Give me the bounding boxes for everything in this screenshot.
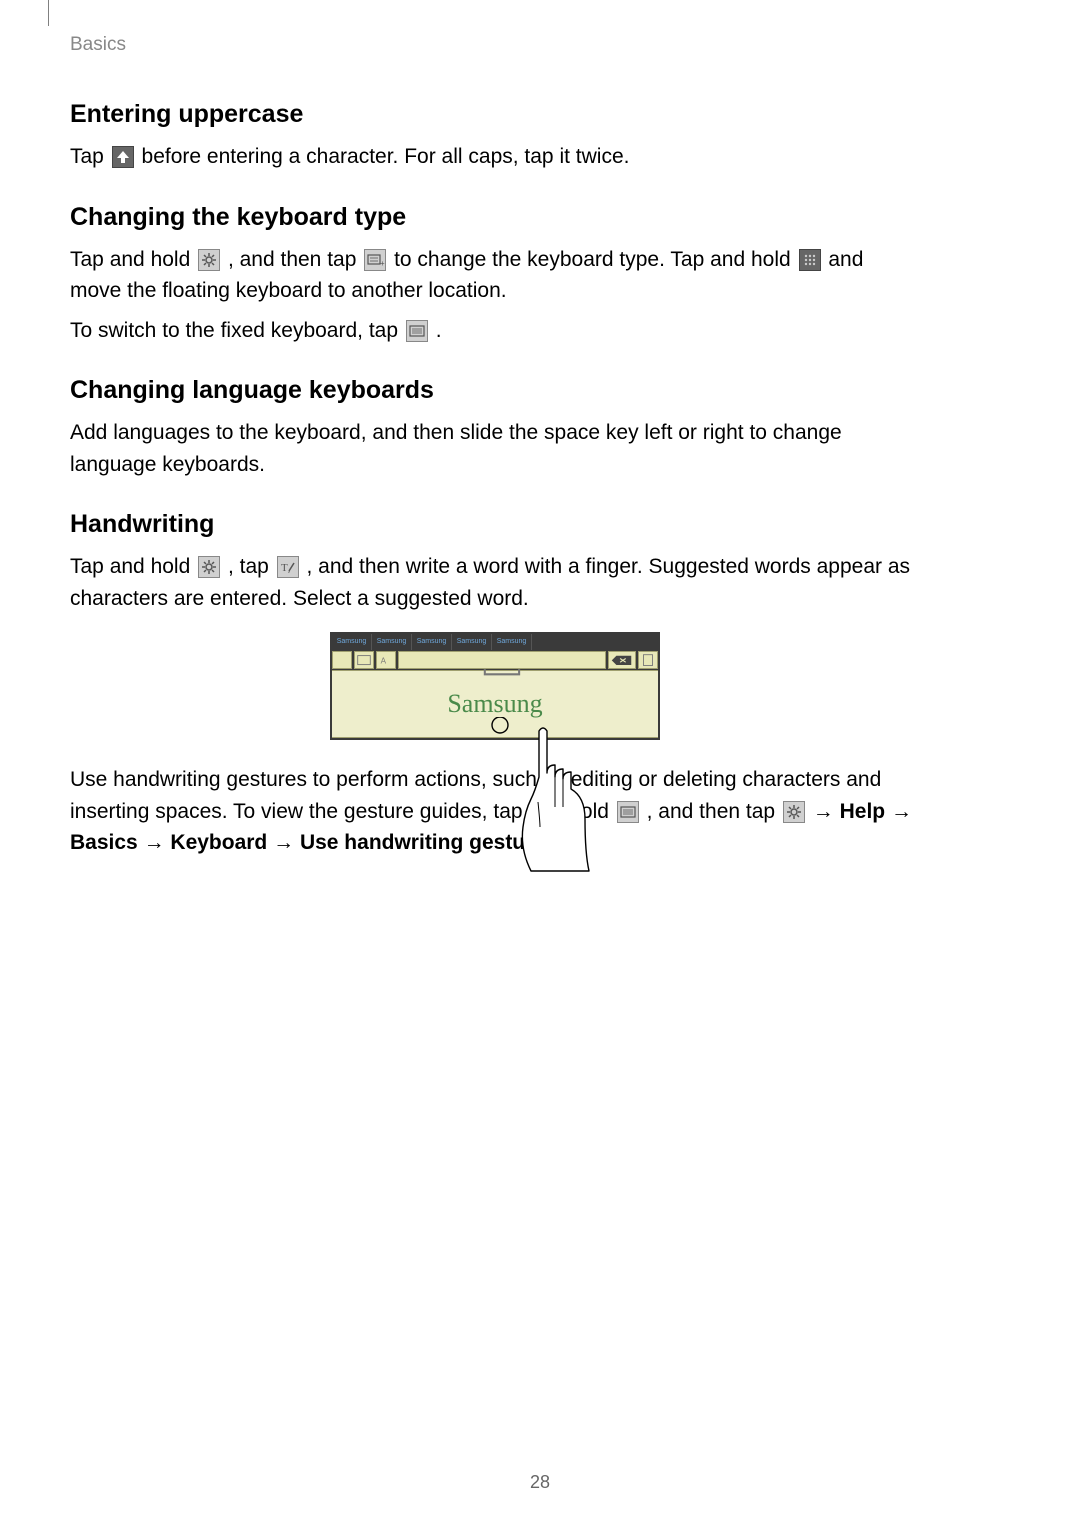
- page-header: Basics: [70, 34, 126, 56]
- menu-keyboard: Keyboard: [170, 831, 267, 854]
- suggestion-row: Samsung Samsung Samsung Samsung Samsung: [332, 634, 658, 650]
- heading-lang: Changing language keyboards: [70, 376, 920, 405]
- handwriting-figure: Samsung Samsung Samsung Samsung Samsung …: [330, 632, 660, 740]
- tool-btn-lang-icon: A: [376, 651, 396, 669]
- shift-icon: [112, 146, 134, 168]
- svg-text:A: A: [381, 657, 387, 666]
- tool-btn-enter-icon: [638, 651, 658, 669]
- arrow: →: [813, 800, 840, 823]
- drag-grip-icon: [799, 249, 821, 271]
- handwriting-pen-icon: T: [277, 556, 299, 578]
- paragraph-uppercase: Tap before entering a character. For all…: [70, 141, 920, 173]
- text: Tap and hold: [70, 555, 196, 578]
- paragraph-hw-1: Tap and hold , tap T , and then write a …: [70, 551, 920, 614]
- suggestion-word: Samsung: [452, 634, 492, 650]
- gear-icon: [198, 556, 220, 578]
- toolbar-row: A: [332, 650, 658, 670]
- heading-handwriting: Handwriting: [70, 510, 920, 539]
- arrow: →: [144, 831, 171, 854]
- page-content: Entering uppercase Tap before entering a…: [70, 100, 920, 867]
- text: , tap: [228, 555, 275, 578]
- paragraph-kbtype-1: Tap and hold , and then tap + to change …: [70, 244, 920, 307]
- suggestion-word: Samsung: [372, 634, 412, 650]
- arrow: →: [891, 800, 912, 823]
- keyboard-fixed-icon: [406, 320, 428, 342]
- text: , and then tap: [228, 248, 362, 271]
- svg-text:+: +: [380, 259, 385, 268]
- text: .: [436, 319, 442, 342]
- menu-help: Help: [840, 800, 886, 823]
- gear-icon: [198, 249, 220, 271]
- text: , and then tap: [647, 800, 781, 823]
- suggestion-word: Samsung: [492, 634, 532, 650]
- tool-btn-keyboard-icon: [354, 651, 374, 669]
- text: to change the keyboard type. Tap and hol…: [394, 248, 796, 271]
- heading-uppercase: Entering uppercase: [70, 100, 920, 129]
- hand-illustration-icon: [480, 717, 650, 877]
- keyboard-float-icon: +: [364, 249, 386, 271]
- header-rule: [48, 0, 49, 26]
- heading-kbtype: Changing the keyboard type: [70, 203, 920, 232]
- suggestion-word: Samsung: [332, 634, 372, 650]
- gear-icon: [783, 801, 805, 823]
- text: before entering a character. For all cap…: [142, 145, 630, 168]
- text: Tap and hold: [70, 248, 196, 271]
- paragraph-lang: Add languages to the keyboard, and then …: [70, 417, 920, 480]
- svg-text:T: T: [281, 562, 288, 574]
- tool-btn-backspace-icon: [608, 651, 636, 669]
- page-number: 28: [0, 1472, 1080, 1493]
- tool-btn: [332, 651, 352, 669]
- suggestion-word: Samsung: [412, 634, 452, 650]
- menu-basics: Basics: [70, 831, 138, 854]
- arrow: →: [273, 831, 300, 854]
- paragraph-kbtype-2: To switch to the fixed keyboard, tap .: [70, 315, 920, 347]
- tool-btn-space: [398, 651, 606, 669]
- keyboard-fixed-icon: [617, 801, 639, 823]
- text: To switch to the fixed keyboard, tap: [70, 319, 404, 342]
- text: Tap: [70, 145, 110, 168]
